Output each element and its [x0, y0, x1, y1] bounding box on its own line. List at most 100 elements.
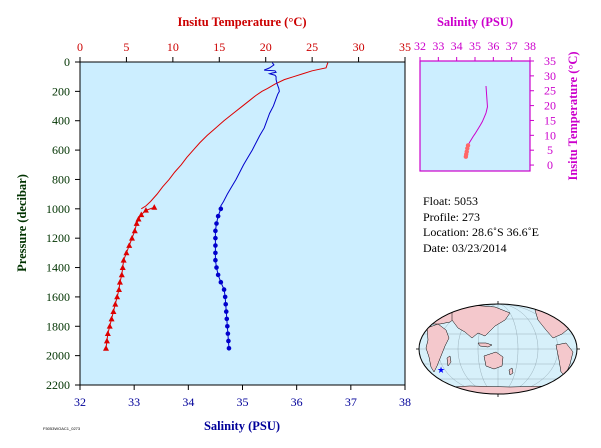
salinity-point [218, 279, 224, 285]
ts-salinity-tick-label: 38 [524, 39, 536, 53]
temperature-point [104, 330, 111, 337]
date: Date: 03/23/2014 [423, 240, 507, 255]
salinity-point [226, 338, 231, 344]
ts-temperature-title: Insitu Temperature (°C) [566, 51, 580, 180]
salinity-tick-label: 34 [182, 395, 194, 409]
location: Location: 28.6˚S 36.6˚E [423, 225, 539, 239]
temperature-tick-label: 30 [353, 40, 365, 54]
salinity-tick-label: 37 [345, 395, 357, 409]
pressure-tick-label: 0 [64, 55, 70, 69]
pressure-tick-label: 1000 [46, 202, 70, 216]
salinity-point [213, 243, 218, 248]
ts-temperature-tick-label: 30 [544, 69, 556, 83]
salinity-tick-label: 38 [399, 395, 411, 409]
salinity-point [226, 345, 232, 351]
salinity-axis-title: Salinity (PSU) [204, 419, 280, 433]
salinity-markers [213, 206, 232, 351]
salinity-tick-label: 32 [74, 395, 86, 409]
pressure-axis: 0 200 400 600 800 1000 1200 1400 1600 1800 2000 220… [46, 55, 80, 392]
pressure-tick-label: 200 [52, 84, 70, 98]
salinity-point [214, 221, 219, 226]
temperature-point [108, 315, 115, 322]
salinity-point [215, 213, 221, 219]
salinity-tick-label: 36 [291, 395, 303, 409]
pressure-tick-label: 600 [52, 143, 70, 157]
ts-salinity-tick-label: 33 [432, 39, 444, 53]
salinity-point [224, 316, 230, 322]
ts-salinity-axis: 32 33 34 35 36 37 38 [414, 39, 536, 61]
salinity-tick-label: 33 [128, 395, 140, 409]
salinity-point [223, 301, 229, 307]
float-location-marker: ★ [437, 366, 445, 376]
temperature-tick-label: 5 [123, 40, 129, 54]
ts-temperature-tick-label: 25 [544, 84, 556, 98]
salinity-point [213, 257, 218, 263]
salinity-point [218, 206, 224, 212]
ts-salinity-tick-label: 34 [451, 39, 463, 53]
temperature-point [135, 215, 142, 222]
salinity-axis: 32 33 34 35 36 37 38 [74, 385, 411, 409]
pressure-tick-label: 2000 [46, 349, 70, 363]
plot-background [79, 61, 406, 386]
temperature-point [103, 345, 109, 351]
map-ticks [416, 301, 580, 397]
temperature-point [116, 279, 123, 285]
ts-temperature-tick-label: 15 [544, 113, 556, 127]
pressure-tick-label: 800 [52, 172, 70, 186]
pressure-tick-label: 1600 [46, 290, 70, 304]
salinity-point [221, 287, 227, 292]
ts-temperature-tick-label: 20 [544, 99, 556, 113]
ts-temperature-tick-label: 5 [547, 143, 553, 157]
temperature-point [112, 301, 119, 307]
pressure-tick-label: 1800 [46, 319, 70, 333]
temperature-tick-label: 15 [213, 40, 225, 54]
ts-salinity-title: Salinity (PSU) [437, 15, 513, 29]
temperature-axis-title: Insitu Temperature (°C) [177, 15, 306, 29]
profile-plot: 0 5 10 15 20 25 30 35 32 33 34 35 36 37 38 0 200 400 600… [15, 15, 411, 433]
temperature-point [123, 249, 130, 256]
temperature-tick-label: 10 [167, 40, 179, 54]
ts-salinity-tick-label: 37 [506, 39, 518, 53]
ts-salinity-tick-label: 32 [414, 39, 426, 53]
temperature-tick-label: 35 [399, 40, 411, 54]
float-number: Float: 5053 [423, 194, 479, 208]
ts-salinity-tick-label: 35 [469, 39, 481, 53]
pressure-tick-label: 1200 [46, 231, 70, 245]
temperature-point [120, 257, 127, 263]
world-map: ★ [416, 301, 580, 397]
ts-temperature-tick-label: 0 [547, 158, 553, 172]
salinity-continuous-line [220, 62, 280, 209]
temperature-point [118, 271, 125, 278]
temperature-point [106, 323, 113, 329]
temperature-markers [103, 204, 158, 351]
salinity-point [225, 323, 230, 329]
temperature-axis: 0 5 10 15 20 25 30 35 [77, 40, 411, 62]
salinity-point [223, 309, 229, 314]
temperature-point [151, 204, 158, 210]
temperature-point [126, 242, 133, 248]
temperature-tick-label: 25 [306, 40, 318, 54]
salinity-point [213, 250, 218, 256]
temperature-tick-label: 0 [77, 40, 83, 54]
temperature-point [116, 286, 122, 292]
pressure-axis-title: Pressure (decibar) [15, 174, 29, 272]
salinity-point [214, 265, 219, 270]
temperature-point [103, 337, 110, 344]
temperature-point [129, 234, 135, 241]
ts-profile-line [463, 85, 488, 159]
temperature-tick-label: 20 [260, 40, 272, 54]
temperature-point [142, 207, 149, 213]
temperature-point [119, 264, 126, 270]
salinity-point [215, 272, 221, 278]
temperature-point [138, 211, 145, 218]
ts-point [463, 154, 469, 159]
pressure-tick-label: 1400 [46, 261, 70, 275]
temperature-point [133, 220, 140, 226]
temperature-point [114, 293, 121, 300]
file-id: F5053WOAC1_0273 [43, 426, 81, 431]
temperature-continuous-line [141, 62, 329, 210]
pressure-tick-label: 400 [52, 114, 70, 128]
